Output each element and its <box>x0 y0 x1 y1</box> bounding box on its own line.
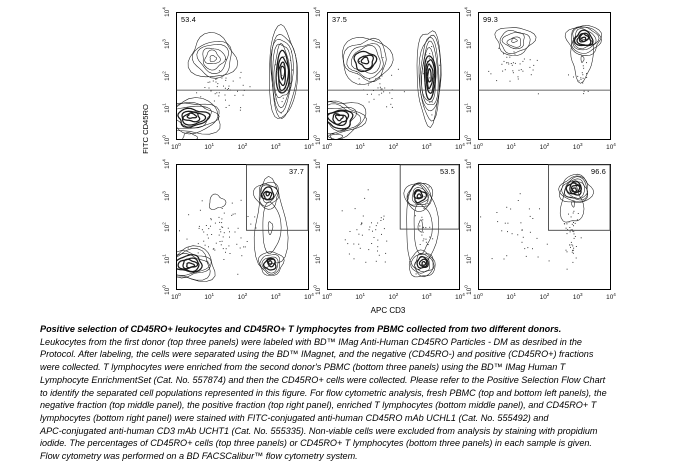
x-axis-label: APC CD3 <box>370 306 406 315</box>
x-tick-label: 100 <box>171 142 181 152</box>
y-tick-label: 102 <box>161 222 171 232</box>
contour-canvas <box>327 164 460 290</box>
caption-line: Flow cytometry was performed on a BD FAC… <box>40 451 358 462</box>
y-tick-label: 104 <box>312 159 322 169</box>
x-tick-label: 103 <box>572 142 583 152</box>
contour-canvas <box>478 12 611 140</box>
y-tick-label: 104 <box>161 7 171 17</box>
caption-line: Protocol. After labeling, the cells were… <box>40 349 594 360</box>
caption-line: APC-conjugated anti-human CD3 mAb UCHT1 … <box>40 425 598 436</box>
caption-line: lymphocytes (bottom right panel) were st… <box>40 412 549 423</box>
x-tick-label: 102 <box>388 292 399 302</box>
y-tick-label: 104 <box>161 159 171 169</box>
y-tick-label: 103 <box>463 39 473 49</box>
x-tick-label: 104 <box>606 292 616 302</box>
x-tick-label: 102 <box>237 142 248 152</box>
x-tick-label: 104 <box>455 292 465 302</box>
caption-line: Lymphocyte EnrichmentSet (Cat. No. 55787… <box>40 374 606 385</box>
x-tick-label: 104 <box>455 142 465 152</box>
y-tick-label: 101 <box>161 103 171 113</box>
x-tick-label: 100 <box>322 292 332 302</box>
y-tick-label: 104 <box>463 7 473 17</box>
y-tick-label: 103 <box>161 39 171 49</box>
y-tick-label: 100 <box>312 135 322 145</box>
x-tick-label: 101 <box>355 142 366 152</box>
x-tick-label: 102 <box>237 292 248 302</box>
x-tick-label: 103 <box>270 142 281 152</box>
flow-plot-bottom-right: 96.6 100 100 101 101 102 102 103 103 104 104 <box>464 159 616 300</box>
percent-label: 37.7 <box>288 167 304 176</box>
percent-label: 96.6 <box>590 167 606 176</box>
percent-label: 99.3 <box>483 15 499 24</box>
x-tick-label: 101 <box>204 142 215 152</box>
y-tick-label: 100 <box>161 285 171 295</box>
flow-plot-bottom-left: 37.7 100 100 101 101 102 102 103 103 104 104 <box>162 159 314 300</box>
x-tick-label: 100 <box>171 292 181 302</box>
contour-canvas <box>176 12 309 140</box>
y-tick-label: 100 <box>463 135 473 145</box>
y-tick-label: 104 <box>312 7 322 17</box>
y-tick-label: 102 <box>463 222 473 232</box>
percent-label: 53.4 <box>181 15 197 24</box>
y-tick-label: 103 <box>312 190 322 201</box>
x-tick-label: 104 <box>304 292 314 302</box>
y-tick-label: 101 <box>463 103 473 113</box>
caption-line: Leukocytes from the first donor (top thr… <box>40 336 582 347</box>
x-tick-label: 101 <box>506 142 517 152</box>
y-tick-label: 102 <box>161 71 171 81</box>
y-tick-label: 103 <box>463 190 473 201</box>
x-tick-label: 102 <box>388 142 399 152</box>
x-tick-label: 100 <box>322 142 332 152</box>
x-tick-label: 104 <box>304 142 314 152</box>
x-tick-label: 100 <box>473 292 483 302</box>
contour-canvas <box>176 164 309 290</box>
y-tick-label: 102 <box>312 71 322 81</box>
contour-canvas <box>478 164 611 290</box>
y-tick-label: 101 <box>161 253 171 264</box>
caption-line: to identify the separated cell populatio… <box>40 387 607 398</box>
y-tick-label: 101 <box>312 253 322 264</box>
y-tick-label: 102 <box>312 222 322 232</box>
flow-plot-top-right: 99.3 100 100 101 101 102 102 103 103 104 104 <box>464 7 616 150</box>
x-tick-label: 102 <box>539 292 550 302</box>
caption-title: Positive selection of CD45RO+ leukocytes… <box>40 324 562 334</box>
x-tick-label: 101 <box>355 292 366 302</box>
caption-line: were collected. T lymphocytes were enric… <box>40 362 566 373</box>
percent-label: 53.5 <box>439 167 455 176</box>
caption-line: negative fraction (top middle panel), th… <box>40 400 597 411</box>
y-tick-label: 100 <box>161 135 171 145</box>
y-tick-label: 100 <box>312 285 322 295</box>
x-tick-label: 103 <box>270 292 281 302</box>
x-tick-label: 100 <box>473 142 483 152</box>
y-axis-label: FITC CD45RO <box>141 104 151 154</box>
x-tick-label: 101 <box>506 292 517 302</box>
y-tick-label: 101 <box>312 103 322 113</box>
y-tick-label: 102 <box>463 71 473 81</box>
caption-line: iodide. The percentages of CD45RO+ cells… <box>40 438 592 449</box>
x-tick-label: 102 <box>539 142 550 152</box>
x-tick-label: 103 <box>572 292 583 302</box>
x-tick-label: 104 <box>606 142 616 152</box>
y-tick-label: 103 <box>161 190 171 201</box>
flow-plot-top-left: 53.4 100 100 101 101 102 102 103 103 104 104 <box>162 7 314 150</box>
contour-canvas <box>327 12 460 140</box>
y-tick-label: 103 <box>312 39 322 49</box>
flow-plot-bottom-middle: 53.5 100 100 101 101 102 102 103 103 104 104 <box>313 159 465 300</box>
flow-plot-top-middle: 37.5 100 100 101 101 102 102 103 103 104 104 <box>313 7 465 150</box>
y-tick-label: 100 <box>463 285 473 295</box>
figure-caption: Positive selection of CD45RO+ leukocytes… <box>40 323 652 463</box>
percent-label: 37.5 <box>332 15 348 24</box>
x-tick-label: 103 <box>421 142 432 152</box>
x-tick-label: 101 <box>204 292 215 302</box>
x-tick-label: 103 <box>421 292 432 302</box>
y-tick-label: 101 <box>463 253 473 264</box>
y-tick-label: 104 <box>463 159 473 169</box>
